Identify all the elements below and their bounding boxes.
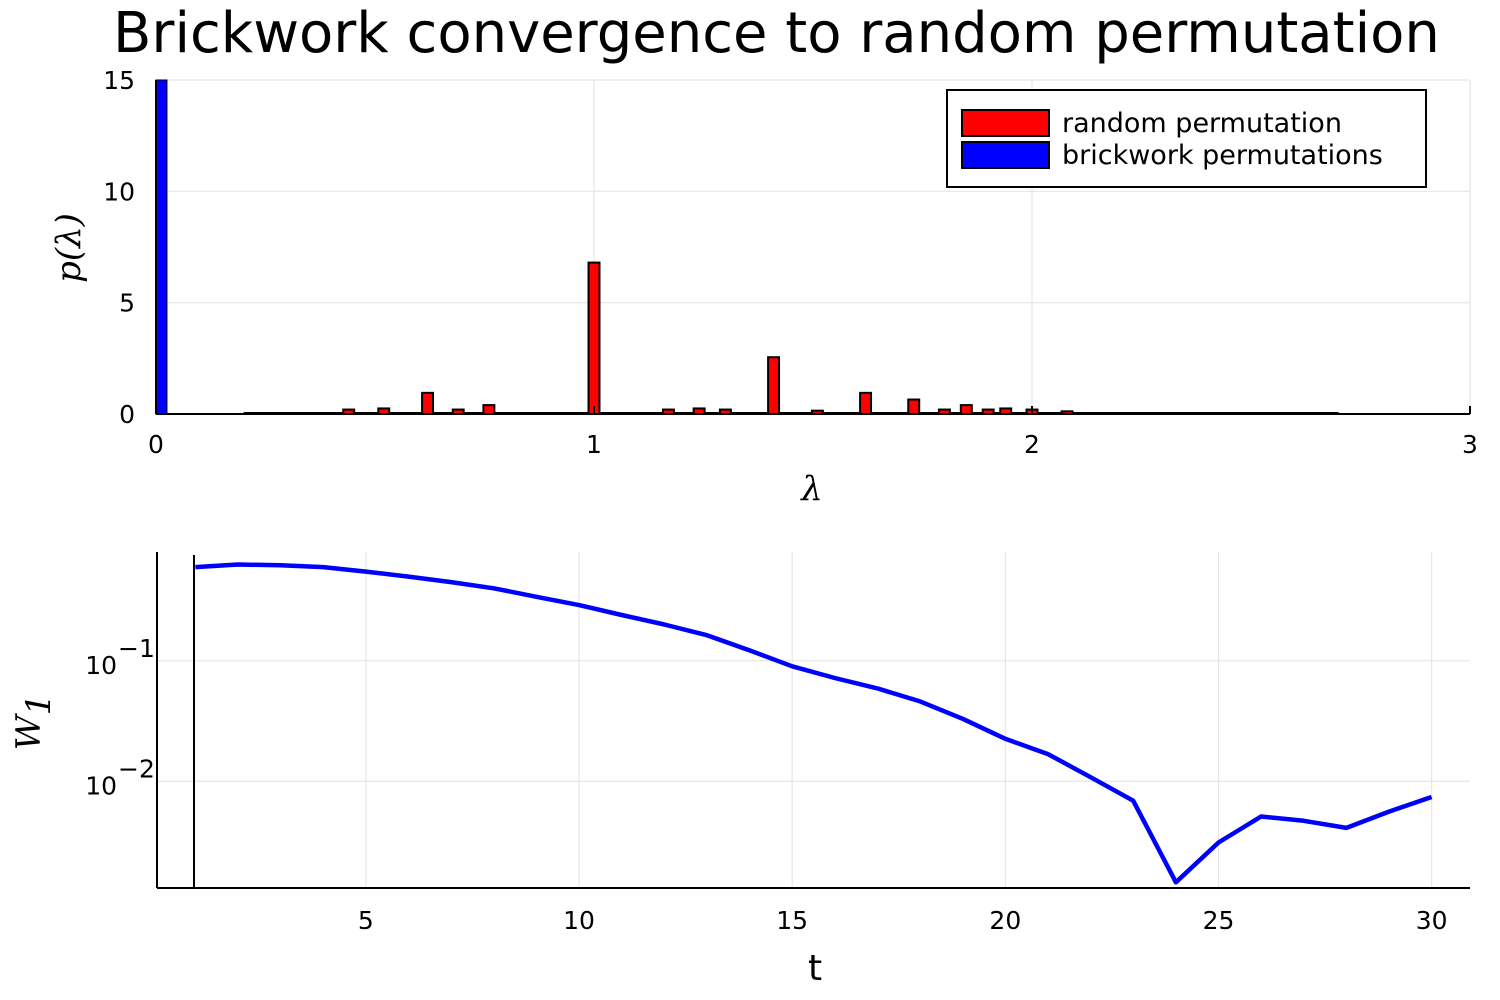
histogram-x-tick-label: 1 bbox=[586, 430, 602, 459]
convergence-series bbox=[195, 562, 1433, 885]
histogram-y-tick-label: 0 bbox=[119, 400, 135, 429]
histogram-ticks: 0 1 2 3 0 5 10 15 bbox=[103, 66, 1478, 459]
legend-swatch-brickwork-permutations bbox=[961, 141, 1050, 169]
convergence-x-tick-label: 30 bbox=[1416, 906, 1448, 935]
brickwork-permutations-bar bbox=[155, 79, 168, 415]
random-permutation-bar bbox=[587, 261, 601, 415]
legend-swatch-random-permutation bbox=[961, 109, 1050, 137]
histogram-panel: 0 1 2 3 0 5 10 15 λ p(λ) random permutation bri… bbox=[49, 66, 1478, 509]
convergence-x-tick-label: 10 bbox=[563, 906, 595, 935]
histogram-x-label: λ bbox=[799, 469, 823, 509]
convergence-y-tick-label: 10 bbox=[85, 771, 117, 800]
random-permutation-bar bbox=[421, 391, 435, 416]
random-permutation-bar bbox=[907, 398, 921, 416]
convergence-x-tick-label: 25 bbox=[1203, 906, 1235, 935]
legend-label-random-permutation: random permutation bbox=[1062, 108, 1342, 139]
random-permutation-bar bbox=[482, 404, 496, 415]
histogram-y-tick-label: 15 bbox=[103, 66, 135, 95]
legend: random permutation brickwork permutation… bbox=[946, 89, 1427, 188]
histogram-y-tick-label: 10 bbox=[103, 177, 135, 206]
histogram-y-tick-label: 5 bbox=[119, 289, 135, 318]
convergence-x-label: t bbox=[808, 948, 822, 989]
convergence-y-tick-exponent: −1 bbox=[118, 634, 155, 663]
convergence-y-tick-exponent: −2 bbox=[118, 754, 155, 783]
w1-series-line bbox=[195, 562, 1433, 885]
convergence-gridlines bbox=[157, 552, 1470, 888]
chart-title: Brickwork convergence to random permutat… bbox=[113, 1, 1440, 66]
random-permutation-bar bbox=[859, 391, 873, 416]
random-permutation-bar bbox=[959, 404, 973, 415]
convergence-x-tick-label: 20 bbox=[989, 906, 1021, 935]
histogram-x-tick-label: 3 bbox=[1462, 430, 1478, 459]
histogram-x-tick-label: 0 bbox=[148, 430, 164, 459]
legend-label-brickwork-permutations: brickwork permutations bbox=[1062, 140, 1383, 171]
random-permutation-bar bbox=[767, 356, 781, 415]
convergence-x-tick-label: 5 bbox=[358, 906, 374, 935]
convergence-axes bbox=[156, 552, 1470, 889]
convergence-y-tick-label: 10 bbox=[85, 651, 117, 680]
histogram-x-tick-label: 2 bbox=[1024, 430, 1040, 459]
legend-box bbox=[946, 89, 1427, 188]
histogram-axes bbox=[155, 80, 1470, 415]
histogram-y-label: p(λ) bbox=[49, 213, 89, 283]
convergence-x-tick-label: 15 bbox=[776, 906, 808, 935]
convergence-y-label: W1 bbox=[9, 694, 59, 751]
